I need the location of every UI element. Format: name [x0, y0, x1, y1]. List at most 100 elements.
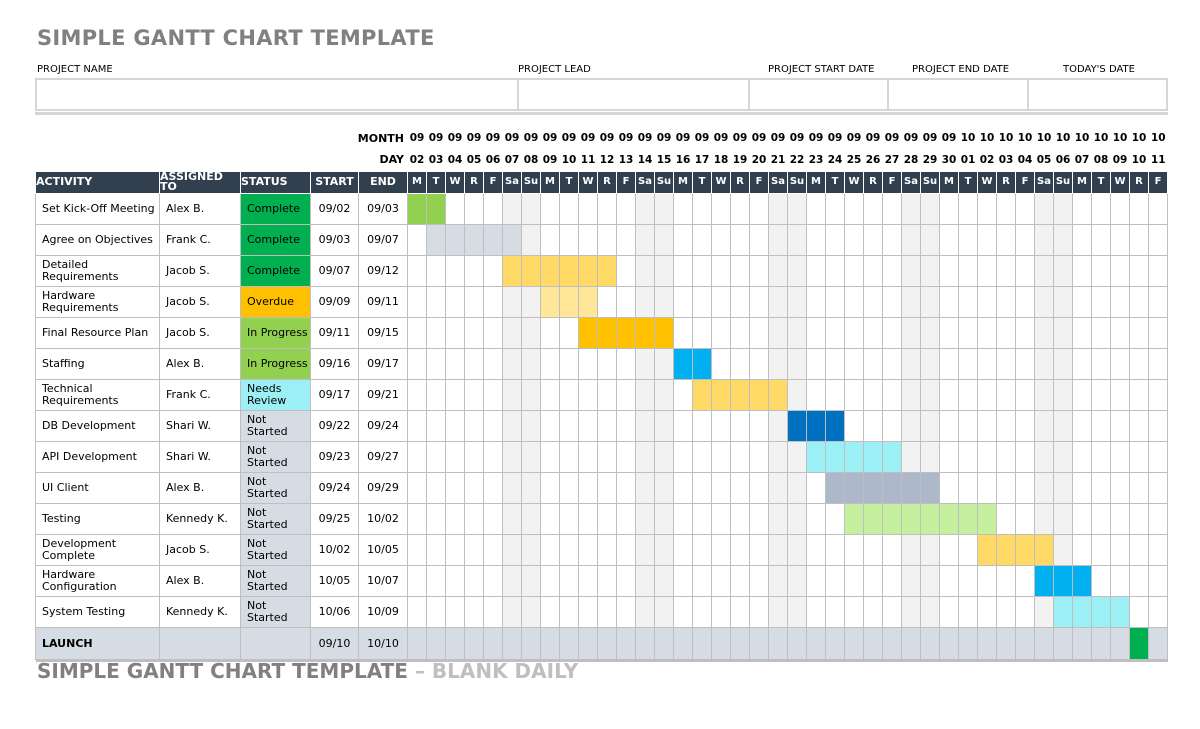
- gantt-day-cell[interactable]: [844, 192, 864, 225]
- launch-day-cell[interactable]: [901, 626, 921, 660]
- task-start[interactable]: 09/23: [310, 440, 359, 473]
- gantt-day-cell[interactable]: [673, 254, 693, 287]
- gantt-day-cell[interactable]: [616, 440, 636, 473]
- gantt-day-cell[interactable]: [730, 254, 750, 287]
- gantt-day-cell[interactable]: [1129, 285, 1149, 318]
- gantt-day-cell[interactable]: [597, 347, 617, 380]
- gantt-day-cell[interactable]: [844, 533, 864, 566]
- gantt-day-cell[interactable]: [483, 440, 503, 473]
- gantt-day-cell[interactable]: [958, 378, 978, 411]
- gantt-day-cell[interactable]: [1110, 285, 1130, 318]
- gantt-day-cell[interactable]: [578, 192, 598, 225]
- gantt-day-cell[interactable]: [597, 192, 617, 225]
- launch-day-cell[interactable]: [1110, 626, 1130, 660]
- gantt-day-cell[interactable]: [692, 440, 712, 473]
- gantt-bar-cell[interactable]: [1053, 564, 1073, 597]
- gantt-bar-cell[interactable]: [825, 440, 845, 473]
- gantt-day-cell[interactable]: [806, 533, 826, 566]
- task-activity[interactable]: Detailed Requirements: [35, 254, 160, 287]
- gantt-day-cell[interactable]: [1072, 502, 1092, 535]
- gantt-day-cell[interactable]: [939, 223, 959, 256]
- gantt-day-cell[interactable]: [1091, 192, 1111, 225]
- gantt-day-cell[interactable]: [996, 285, 1016, 318]
- gantt-day-cell[interactable]: [882, 316, 902, 349]
- gantt-day-cell[interactable]: [464, 192, 484, 225]
- launch-day-cell[interactable]: [1034, 626, 1054, 660]
- gantt-day-cell[interactable]: [730, 285, 750, 318]
- task-assigned[interactable]: Alex B.: [159, 192, 241, 225]
- gantt-day-cell[interactable]: [863, 564, 883, 597]
- gantt-day-cell[interactable]: [426, 533, 446, 566]
- gantt-day-cell[interactable]: [445, 347, 465, 380]
- gantt-bar-cell[interactable]: [920, 502, 940, 535]
- gantt-bar-cell[interactable]: [882, 471, 902, 504]
- gantt-day-cell[interactable]: [616, 378, 636, 411]
- gantt-day-cell[interactable]: [977, 440, 997, 473]
- gantt-day-cell[interactable]: [464, 440, 484, 473]
- task-row[interactable]: Testing Kennedy K. Not Started 09/25 10/02: [35, 502, 1168, 535]
- gantt-day-cell[interactable]: [521, 409, 541, 442]
- task-end[interactable]: 09/07: [358, 223, 408, 256]
- gantt-day-cell[interactable]: [540, 223, 560, 256]
- gantt-day-cell[interactable]: [1015, 502, 1035, 535]
- gantt-day-cell[interactable]: [1148, 192, 1168, 225]
- gantt-day-cell[interactable]: [692, 595, 712, 628]
- task-start[interactable]: 10/06: [310, 595, 359, 628]
- gantt-day-cell[interactable]: [1015, 378, 1035, 411]
- gantt-day-cell[interactable]: [882, 595, 902, 628]
- gantt-day-cell[interactable]: [920, 533, 940, 566]
- task-start[interactable]: 09/17: [310, 378, 359, 411]
- gantt-day-cell[interactable]: [1015, 254, 1035, 287]
- gantt-day-cell[interactable]: [464, 409, 484, 442]
- gantt-day-cell[interactable]: [1129, 440, 1149, 473]
- gantt-day-cell[interactable]: [1034, 316, 1054, 349]
- gantt-day-cell[interactable]: [1053, 316, 1073, 349]
- gantt-day-cell[interactable]: [445, 378, 465, 411]
- task-assigned[interactable]: Shari W.: [159, 440, 241, 473]
- gantt-day-cell[interactable]: [692, 254, 712, 287]
- gantt-bar-cell[interactable]: [749, 378, 769, 411]
- gantt-day-cell[interactable]: [882, 347, 902, 380]
- gantt-day-cell[interactable]: [540, 440, 560, 473]
- task-status[interactable]: Not Started: [240, 502, 311, 535]
- gantt-day-cell[interactable]: [711, 502, 731, 535]
- gantt-bar-cell[interactable]: [1053, 595, 1073, 628]
- gantt-day-cell[interactable]: [692, 409, 712, 442]
- gantt-day-cell[interactable]: [1034, 192, 1054, 225]
- gantt-day-cell[interactable]: [673, 316, 693, 349]
- task-activity[interactable]: Staffing: [35, 347, 160, 380]
- task-status[interactable]: Not Started: [240, 595, 311, 628]
- gantt-day-cell[interactable]: [863, 533, 883, 566]
- task-end[interactable]: 09/17: [358, 347, 408, 380]
- gantt-day-cell[interactable]: [635, 564, 655, 597]
- gantt-day-cell[interactable]: [977, 564, 997, 597]
- gantt-day-cell[interactable]: [673, 409, 693, 442]
- gantt-day-cell[interactable]: [901, 285, 921, 318]
- gantt-day-cell[interactable]: [426, 409, 446, 442]
- task-activity[interactable]: Development Complete: [35, 533, 160, 566]
- task-status[interactable]: Needs Review: [240, 378, 311, 411]
- gantt-day-cell[interactable]: [407, 471, 427, 504]
- gantt-day-cell[interactable]: [1034, 347, 1054, 380]
- gantt-day-cell[interactable]: [730, 316, 750, 349]
- launch-start[interactable]: 09/10: [310, 626, 359, 660]
- gantt-day-cell[interactable]: [502, 440, 522, 473]
- task-start[interactable]: 10/02: [310, 533, 359, 566]
- gantt-day-cell[interactable]: [920, 347, 940, 380]
- gantt-day-cell[interactable]: [1053, 440, 1073, 473]
- gantt-day-cell[interactable]: [768, 192, 788, 225]
- task-row[interactable]: System Testing Kennedy K. Not Started 10/06…: [35, 595, 1168, 628]
- task-row[interactable]: Development Complete Jacob S. Not Started 1…: [35, 533, 1168, 566]
- gantt-day-cell[interactable]: [1148, 409, 1168, 442]
- gantt-day-cell[interactable]: [806, 378, 826, 411]
- gantt-day-cell[interactable]: [559, 378, 579, 411]
- task-activity[interactable]: Final Resource Plan: [35, 316, 160, 349]
- gantt-day-cell[interactable]: [1148, 285, 1168, 318]
- gantt-day-cell[interactable]: [844, 564, 864, 597]
- gantt-day-cell[interactable]: [464, 595, 484, 628]
- task-status[interactable]: Not Started: [240, 471, 311, 504]
- task-assigned[interactable]: Alex B.: [159, 347, 241, 380]
- gantt-day-cell[interactable]: [711, 595, 731, 628]
- gantt-bar-cell[interactable]: [939, 502, 959, 535]
- gantt-day-cell[interactable]: [635, 502, 655, 535]
